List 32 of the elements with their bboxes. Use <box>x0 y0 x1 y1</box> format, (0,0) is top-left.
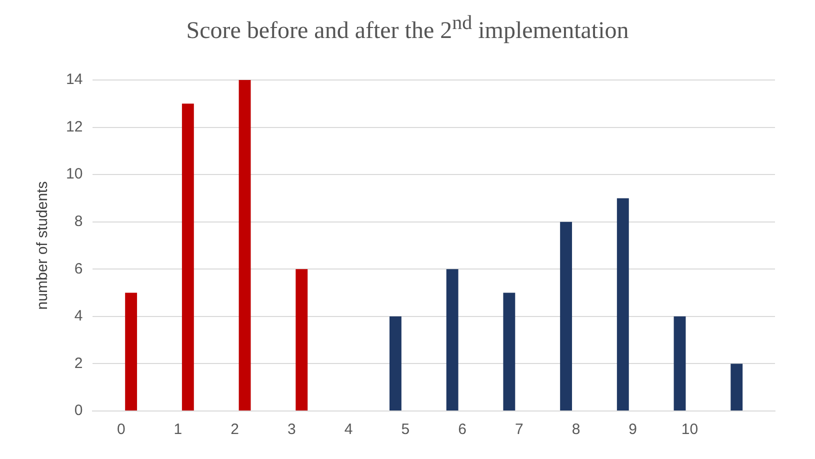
x-tick-label: 0 <box>116 421 126 438</box>
x-tick-label: 7 <box>514 421 524 438</box>
y-tick-label: 4 <box>74 308 83 325</box>
bar <box>560 222 572 410</box>
bar <box>389 316 402 410</box>
y-axis-title: number of students <box>34 181 52 310</box>
x-tick-label: 5 <box>401 421 410 438</box>
y-tick-label: 6 <box>74 260 83 278</box>
y-tick-label: 2 <box>74 354 83 372</box>
bar <box>125 292 138 410</box>
bar <box>296 269 308 410</box>
y-tick-label: 10 <box>66 166 83 183</box>
x-tick-label: 1 <box>174 421 182 438</box>
x-tick-label: 6 <box>458 421 466 438</box>
y-tick-label: 0 <box>74 402 83 420</box>
x-tick-label: 8 <box>572 421 580 438</box>
x-tick-label: 2 <box>230 421 240 438</box>
bar <box>674 316 686 410</box>
x-tick-label: 3 <box>288 421 296 438</box>
bar <box>730 364 743 410</box>
y-tick-label: 12 <box>66 118 83 136</box>
chart-title: Score before and after the 2$^{nd}$ implementation <box>185 12 630 45</box>
x-tick-label: 10 <box>681 421 698 438</box>
x-tick-label: 4 <box>344 421 353 438</box>
bar <box>238 80 251 410</box>
bar <box>616 198 629 410</box>
bar <box>446 269 458 410</box>
bar <box>182 104 194 410</box>
x-tick-label: 9 <box>628 421 638 438</box>
y-tick-label: 8 <box>74 213 83 230</box>
bar <box>503 292 516 410</box>
y-tick-label: 14 <box>66 71 83 88</box>
